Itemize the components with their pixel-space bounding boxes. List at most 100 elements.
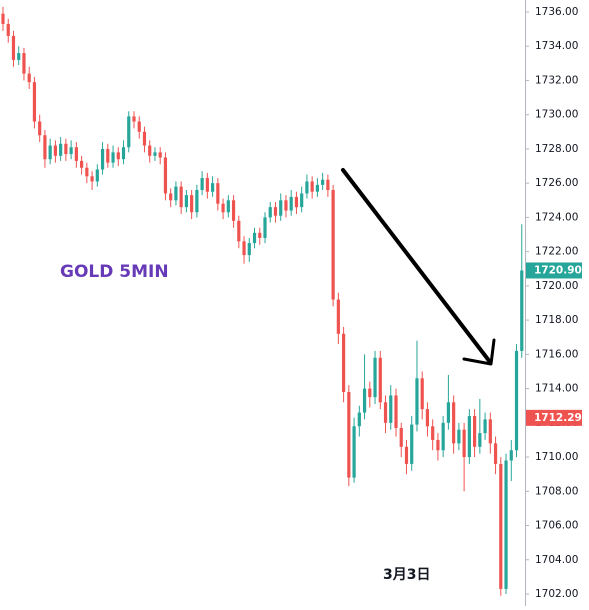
arrow-head <box>462 338 496 366</box>
price-label-box <box>526 409 582 426</box>
price-label: 1712.29 <box>534 412 582 424</box>
candle-body <box>336 299 340 334</box>
candle-body <box>121 147 126 160</box>
y-tick-label: 1704.00 <box>535 554 578 566</box>
candle-body <box>383 402 388 423</box>
y-tick-label: 1708.00 <box>535 485 578 497</box>
candle-body <box>352 426 356 478</box>
arrow <box>341 168 496 366</box>
candle-body <box>289 196 293 211</box>
candle-body <box>226 200 230 213</box>
candle-body <box>310 181 314 192</box>
candle-body <box>509 450 513 461</box>
candle-body <box>305 181 309 194</box>
candle-body <box>321 179 325 185</box>
candle-body <box>247 243 251 256</box>
candle-body <box>242 241 246 256</box>
candle-body <box>357 412 361 427</box>
y-tick-label: 1732.00 <box>535 74 578 86</box>
y-tick-label: 1706.00 <box>535 520 578 532</box>
candle-body <box>252 232 257 244</box>
candle-body <box>399 427 403 447</box>
candle-body <box>64 143 68 155</box>
candle-body <box>11 35 16 60</box>
candle-body <box>179 186 183 208</box>
candle-body <box>85 167 89 177</box>
candle-body <box>53 145 57 156</box>
y-tick-label: 1716.00 <box>535 348 578 360</box>
candle-body <box>514 350 519 451</box>
candle-body <box>153 152 157 156</box>
candle-body <box>279 200 283 216</box>
y-tick-label: 1718.00 <box>535 314 578 326</box>
y-tick-label: 1728.00 <box>535 143 578 155</box>
candle-body <box>32 82 37 122</box>
candle-body <box>326 179 330 191</box>
candle-body <box>436 439 440 451</box>
candle-body <box>452 402 456 444</box>
candle-body <box>362 388 367 413</box>
chart-title: GOLD 5MIN <box>60 262 169 282</box>
y-tick-label: 1702.00 <box>535 588 578 600</box>
candle-body <box>446 402 450 423</box>
candle-body <box>163 157 168 194</box>
candle-body <box>378 357 382 403</box>
candle-body <box>216 183 220 204</box>
candle-body <box>142 131 147 146</box>
candle-body <box>190 195 194 213</box>
candle-body <box>347 392 351 478</box>
candle-body <box>268 207 272 218</box>
candle-body <box>148 145 152 156</box>
candle-body <box>69 147 73 155</box>
y-tick-label: 1714.00 <box>535 383 578 395</box>
y-tick-label: 1722.00 <box>535 246 578 258</box>
candle-body <box>169 193 173 201</box>
candle-body <box>410 424 414 464</box>
candle-body <box>273 207 278 216</box>
y-tick-label: 1724.00 <box>535 211 578 223</box>
candle-body <box>74 147 78 161</box>
candle-body <box>90 176 94 182</box>
candle-body <box>116 152 120 160</box>
candle-body <box>237 220 241 242</box>
candle-body <box>473 415 477 447</box>
candle-body <box>111 152 115 163</box>
y-tick-label: 1710.00 <box>535 451 578 463</box>
plot-area <box>1 6 524 596</box>
candle-body <box>294 196 299 208</box>
candle-body <box>231 200 236 221</box>
candle-body <box>504 460 508 589</box>
candle-body <box>493 443 498 464</box>
candle-body <box>389 395 393 423</box>
candle-body <box>80 160 84 168</box>
candle-body <box>27 73 31 83</box>
y-tick-label: 1720.00 <box>535 280 578 292</box>
candle-body <box>200 178 204 191</box>
price-label-box <box>526 262 582 279</box>
price-label: 1720.90 <box>534 264 582 276</box>
candle-body <box>478 433 482 447</box>
y-tick-label: 1734.00 <box>535 40 578 52</box>
candle-body <box>127 116 131 148</box>
candle-body <box>499 463 503 589</box>
candle-body <box>441 422 445 451</box>
candle-body <box>38 121 42 136</box>
candle-body <box>415 378 419 425</box>
candle-body <box>22 53 26 74</box>
candle-body <box>342 333 346 393</box>
candle-body <box>184 195 188 208</box>
date-annotation: 3月3日 <box>383 567 430 583</box>
candle-body <box>211 183 215 192</box>
candle-body <box>158 152 162 158</box>
candle-body <box>17 53 21 60</box>
candle-body <box>483 419 487 434</box>
candle-body <box>95 169 99 182</box>
candle-body <box>488 419 492 444</box>
arrow-shaft <box>341 168 492 364</box>
candle-body <box>174 186 178 201</box>
candle-body <box>467 415 471 458</box>
candle-body <box>59 143 63 156</box>
candle-body <box>43 135 47 160</box>
y-tick-label: 1730.00 <box>535 109 578 121</box>
